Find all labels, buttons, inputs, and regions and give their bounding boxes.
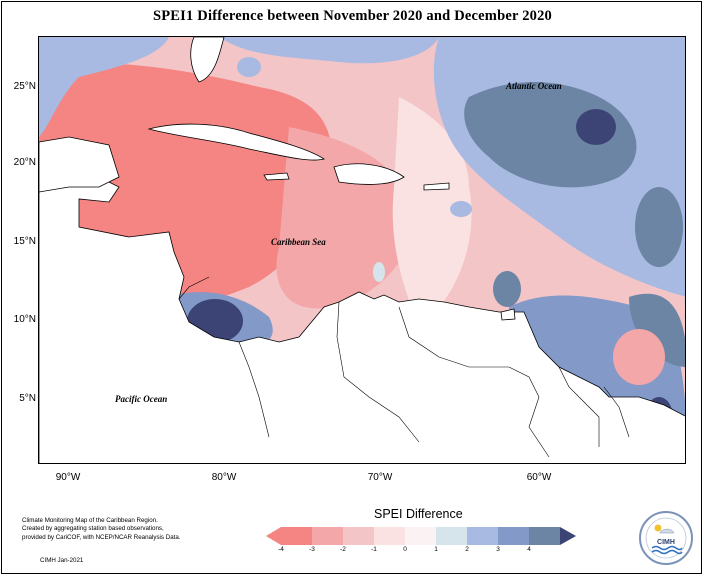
- nw-blue: [39, 37, 169, 137]
- cimh-logo: CIMH: [638, 510, 694, 566]
- lon-label-90w: 90°W: [55, 472, 81, 483]
- spot-venezuela: [373, 262, 385, 282]
- logo-text: CIMH: [657, 539, 675, 546]
- label-pacific-ocean: Pacific Ocean: [115, 394, 168, 404]
- n-blue: [219, 37, 439, 64]
- legend-swatch-3: [374, 527, 405, 545]
- pale-band: [392, 97, 472, 327]
- legend-title: SPEI Difference: [374, 507, 463, 521]
- lon-label-60w: 60°W: [526, 472, 552, 483]
- legend-bar: [266, 527, 576, 545]
- legend-swatch-4: [405, 527, 436, 545]
- lon-label-70w: 70°W: [367, 472, 393, 483]
- land-central-america: [39, 154, 685, 463]
- label-caribbean-sea: Caribbean Sea: [271, 237, 326, 247]
- lon-label-80w: 80°W: [211, 472, 237, 483]
- land-jamaica: [263, 172, 290, 181]
- label-atlantic-ocean: Atlantic Ocean: [506, 81, 562, 91]
- spei-map: [38, 36, 686, 464]
- lat-label-20n: 20°N: [13, 157, 36, 168]
- lat-label-5n: 5°N: [19, 393, 36, 404]
- legend-tick-m3: -3: [309, 546, 315, 553]
- credit-line-2: Created by aggregating station based obs…: [22, 525, 164, 533]
- legend-tick-m2: -2: [340, 546, 346, 553]
- map-credits: Climate Monitoring Map of the Caribbean …: [22, 517, 222, 542]
- legend-tick-0: 0: [403, 546, 407, 553]
- credit-line-4: CIMH Jan-2021: [40, 557, 84, 564]
- land-yucatan: [39, 136, 120, 193]
- legend-arrow-left: [266, 527, 281, 545]
- se-dark: [629, 293, 685, 367]
- land-hispaniola: [333, 163, 405, 185]
- spot-bahamas: [237, 57, 261, 77]
- legend-tick-m4: -4: [278, 546, 284, 553]
- lat-label-25n: 25°N: [13, 81, 36, 92]
- country-borders: [178, 276, 630, 458]
- legend-tick-p4: 4: [527, 546, 531, 553]
- logo-seal: CIMH: [639, 511, 693, 565]
- lat-label-10n: 10°N: [13, 314, 36, 325]
- legend-swatch-8: [529, 527, 560, 545]
- legend-swatch-5: [436, 527, 467, 545]
- map-title: SPEI1 Difference between November 2020 a…: [152, 8, 552, 24]
- credit-line-1: Climate Monitoring Map of the Caribbean …: [22, 517, 158, 524]
- legend-arrow-right: [560, 527, 576, 545]
- land-cuba: [147, 123, 325, 161]
- se-pink-patch: [613, 329, 665, 385]
- legend-tick-p3: 3: [496, 546, 500, 553]
- legend-tick-m1: -1: [371, 546, 377, 553]
- map-canvas: [39, 37, 685, 463]
- legend-swatch-0: [281, 527, 312, 545]
- land-puerto-rico: [423, 182, 450, 191]
- legend-swatch-1: [312, 527, 343, 545]
- atlantic-dark-1: [576, 109, 616, 145]
- spot-east: [450, 201, 472, 217]
- legend-swatch-6: [467, 527, 498, 545]
- land-florida: [190, 37, 225, 83]
- atlantic-mid: [464, 82, 637, 188]
- legend-tick-p2: 2: [465, 546, 469, 553]
- spot-lesser-antilles: [493, 271, 521, 307]
- color-legend: [266, 527, 576, 550]
- legend-swatch-2: [343, 527, 374, 545]
- lat-label-15n: 15°N: [13, 236, 36, 247]
- land-trinidad: [500, 308, 516, 321]
- legend-swatch-7: [498, 527, 529, 545]
- credit-line-3: provided by CariCOF, with NCEP/NCAR Rean…: [22, 533, 181, 541]
- legend-tick-p1: 1: [434, 546, 438, 553]
- atlantic-dark-2: [635, 187, 683, 267]
